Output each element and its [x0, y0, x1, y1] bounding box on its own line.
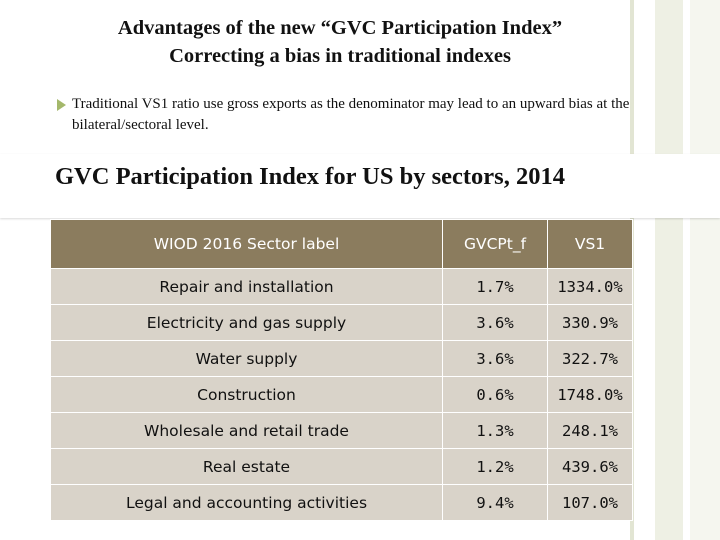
- slide-title: Advantages of the new “GVC Participation…: [60, 14, 620, 70]
- cell-vs1: 1334.0%: [547, 268, 633, 305]
- header-gvcpt-f: GVCPt_f: [442, 219, 548, 269]
- cell-sector: Electricity and gas supply: [50, 304, 443, 341]
- header-vs1: VS1: [547, 219, 633, 269]
- table-title: GVC Participation Index for US by sector…: [55, 163, 565, 190]
- sector-table: WIOD 2016 Sector label GVCPt_f VS1 Repai…: [50, 219, 633, 521]
- bullet-text: Traditional VS1 ratio use gross exports …: [72, 96, 630, 133]
- table-row: Legal and accounting activities 9.4% 107…: [50, 484, 633, 521]
- cell-sector: Water supply: [50, 340, 443, 377]
- triangle-bullet-icon: [57, 99, 66, 111]
- header-sector: WIOD 2016 Sector label: [50, 219, 443, 269]
- title-band: [0, 154, 720, 218]
- cell-gvcpt-f: 3.6%: [442, 340, 548, 377]
- decorative-stripe: [655, 0, 683, 540]
- cell-gvcpt-f: 1.2%: [442, 448, 548, 485]
- cell-vs1: 107.0%: [547, 484, 633, 521]
- cell-vs1: 248.1%: [547, 412, 633, 449]
- table-row: Electricity and gas supply 3.6% 330.9%: [50, 304, 633, 341]
- table-row: Real estate 1.2% 439.6%: [50, 448, 633, 485]
- cell-gvcpt-f: 9.4%: [442, 484, 548, 521]
- cell-sector: Repair and installation: [50, 268, 443, 305]
- cell-gvcpt-f: 1.7%: [442, 268, 548, 305]
- table-row: Repair and installation 1.7% 1334.0%: [50, 268, 633, 305]
- cell-vs1: 439.6%: [547, 448, 633, 485]
- cell-vs1: 322.7%: [547, 340, 633, 377]
- decorative-stripe: [690, 0, 720, 540]
- cell-sector: Construction: [50, 376, 443, 413]
- cell-sector: Legal and accounting activities: [50, 484, 443, 521]
- cell-gvcpt-f: 0.6%: [442, 376, 548, 413]
- cell-vs1: 1748.0%: [547, 376, 633, 413]
- slide-title-line-2: Correcting a bias in traditional indexes: [169, 45, 511, 67]
- cell-sector: Real estate: [50, 448, 443, 485]
- cell-gvcpt-f: 3.6%: [442, 304, 548, 341]
- table-header-row: WIOD 2016 Sector label GVCPt_f VS1: [50, 219, 633, 269]
- slide-title-line-1: Advantages of the new “GVC Participation…: [117, 17, 563, 39]
- cell-gvcpt-f: 1.3%: [442, 412, 548, 449]
- table-row: Wholesale and retail trade 1.3% 248.1%: [50, 412, 633, 449]
- cell-sector: Wholesale and retail trade: [50, 412, 443, 449]
- table-row: Construction 0.6% 1748.0%: [50, 376, 633, 413]
- table-row: Water supply 3.6% 322.7%: [50, 340, 633, 377]
- cell-vs1: 330.9%: [547, 304, 633, 341]
